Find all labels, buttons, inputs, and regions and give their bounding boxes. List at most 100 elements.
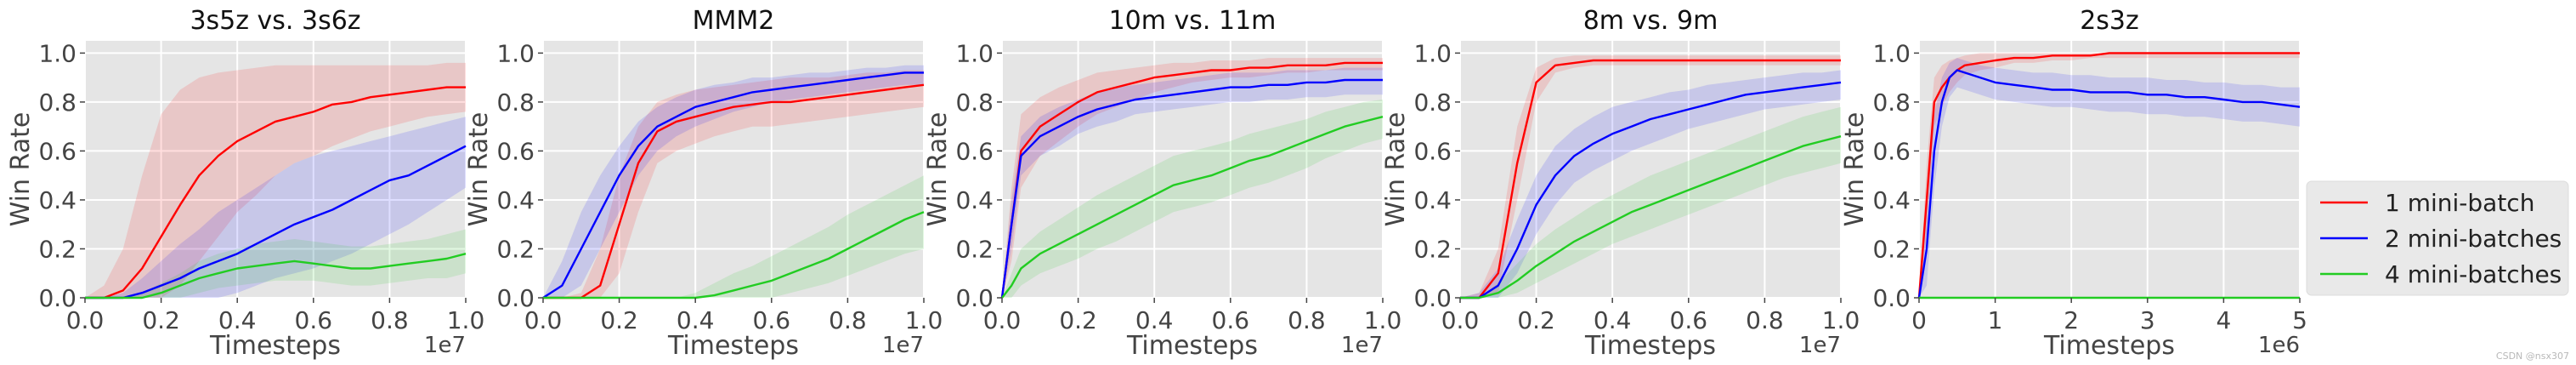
chart-panel: 0.0 0.2 0.4 0.6 0.8 1.0 0 1 2 3 4 5 2s3z Timesteps 1e6…: [1840, 6, 2307, 361]
plot-area: [543, 41, 924, 298]
series-band: [85, 62, 466, 299]
chart-title: 8m vs. 9m: [1583, 6, 1718, 36]
series-band: [1919, 53, 2300, 299]
x-multiplier-label: 1e7: [1341, 333, 1383, 358]
tick-label-y: 0.8: [496, 88, 535, 117]
series-line: [543, 83, 925, 299]
legend-label: 1 mini-batch: [2385, 189, 2534, 217]
tick-label-x: 0.0: [66, 306, 105, 334]
tick-label-y: 0.8: [38, 88, 76, 117]
tick-label-y: 0.2: [1413, 235, 1452, 263]
tick-label-x: 0.4: [1594, 306, 1632, 334]
tick-label-x: 1.0: [1364, 306, 1402, 334]
x-axis-label: Timesteps: [2043, 331, 2175, 361]
tick-label-y: 1.0: [38, 39, 76, 67]
tick-label-x: 0.0: [1441, 306, 1480, 334]
x-multiplier-label: 1e7: [882, 333, 924, 358]
tick-label-y: 1.0: [1872, 39, 1911, 67]
watermark: CSDN @nsx307: [2495, 351, 2569, 362]
series-line: [1460, 59, 1841, 299]
x-axis-label: Timesteps: [667, 331, 799, 361]
series-line: [543, 211, 925, 299]
chart-title: 2s3z: [2080, 6, 2139, 36]
tick-label-x: 0.4: [218, 306, 257, 334]
y-axis-label: Win Rate: [1381, 112, 1411, 227]
series-band: [543, 175, 924, 298]
tick-label-x: 0.6: [295, 306, 333, 334]
tick-label-y: 0.6: [496, 137, 535, 165]
tick-label-y: 0.6: [38, 137, 76, 165]
tick-label-x: 0: [1911, 306, 1927, 334]
chart-panel: 0.0 0.2 0.4 0.6 0.8 1.0 0.0 0.2 0.4 0.6 0.8 1.0 MMM2…: [464, 6, 943, 361]
tick-label-x: 5: [2292, 306, 2307, 334]
tick-label-x: 0.8: [371, 306, 409, 334]
x-axis-label: Timesteps: [1126, 331, 1258, 361]
series-band: [1460, 106, 1841, 298]
tick-label-y: 0.8: [955, 88, 994, 117]
tick-label-y: 0.0: [955, 284, 994, 312]
tick-label-y: 0.2: [496, 235, 535, 263]
tick-label-y: 0.4: [1413, 186, 1452, 214]
tick-label-x: 0.6: [1670, 306, 1708, 334]
x-multiplier-label: 1e7: [424, 333, 466, 358]
tick-label-y: 0.2: [1872, 235, 1911, 263]
x-multiplier-label: 1e6: [2258, 333, 2300, 358]
x-axis-label: Timesteps: [1584, 331, 1716, 361]
tick-label-y: 1.0: [1413, 39, 1452, 67]
tick-label-y: 0.0: [1872, 284, 1911, 312]
series-line: [1460, 81, 1842, 299]
series-band: [543, 65, 924, 299]
series-line: [1001, 116, 1384, 299]
tick-label-y: 0.0: [496, 284, 535, 312]
chart-panel: 0.0 0.2 0.4 0.6 0.8 1.0 0.0 0.2 0.4 0.6 0.8 1.0 10m …: [923, 6, 1401, 361]
series-band: [1002, 67, 1383, 298]
legend: 1 mini-batch 2 mini-batches 4 mini-batches: [2306, 180, 2569, 296]
chart-title: 10m vs. 11m: [1109, 6, 1277, 36]
chart-title: 3s5z vs. 3s6z: [190, 6, 360, 36]
series-line: [1000, 78, 1383, 299]
chart-panel: 0.0 0.2 0.4 0.6 0.8 1.0 0.0 0.2 0.4 0.6 0.8 1.0 8m v…: [1381, 6, 1860, 361]
tick-label-x: 4: [2216, 306, 2231, 334]
tick-label-x: 0.2: [600, 306, 638, 334]
tick-label-x: 0.4: [1135, 306, 1174, 334]
tick-label-x: 1.0: [905, 306, 943, 334]
tick-label-y: 0.4: [1872, 186, 1911, 214]
tick-label-x: 0.4: [677, 306, 715, 334]
tick-label-y: 1.0: [496, 39, 535, 67]
tick-label-y: 0.6: [1413, 137, 1452, 165]
tick-label-y: 0.4: [955, 186, 994, 214]
y-axis-label: Win Rate: [923, 112, 953, 227]
series-line: [85, 145, 467, 299]
tick-label-y: 0.8: [1872, 88, 1911, 117]
plot-area: [85, 41, 466, 298]
tick-label-x: 1.0: [447, 306, 485, 334]
tick-label-x: 1.0: [1822, 306, 1860, 334]
series-band: [543, 70, 924, 298]
tick-label-y: 0.0: [38, 284, 76, 312]
plot-area: [1460, 41, 1841, 298]
tick-label-y: 0.0: [1413, 284, 1452, 312]
series-line: [1000, 61, 1383, 299]
series-band: [1919, 58, 2300, 298]
plot-area: [1002, 41, 1383, 298]
legend-label: 4 mini-batches: [2385, 260, 2562, 288]
tick-label-y: 0.4: [496, 186, 535, 214]
tick-label-x: 0.0: [524, 306, 563, 334]
tick-label-x: 0.8: [829, 306, 867, 334]
tick-label-y: 1.0: [955, 39, 994, 67]
x-axis-label: Timesteps: [209, 331, 341, 361]
y-axis-label: Win Rate: [1840, 112, 1870, 227]
tick-label-x: 0.0: [983, 306, 1022, 334]
tick-label-x: 0.2: [142, 306, 180, 334]
tick-label-x: 0.6: [1212, 306, 1250, 334]
chart-title: MMM2: [693, 6, 775, 36]
series-line: [1460, 135, 1842, 299]
tick-label-y: 0.6: [1872, 137, 1911, 165]
tick-label-x: 1: [1988, 306, 2003, 334]
plot-area: [1919, 41, 2300, 298]
x-multiplier-label: 1e7: [1799, 333, 1841, 358]
series-line: [1917, 69, 2301, 299]
tick-label-x: 0.6: [753, 306, 791, 334]
tick-label-y: 0.2: [38, 235, 76, 263]
